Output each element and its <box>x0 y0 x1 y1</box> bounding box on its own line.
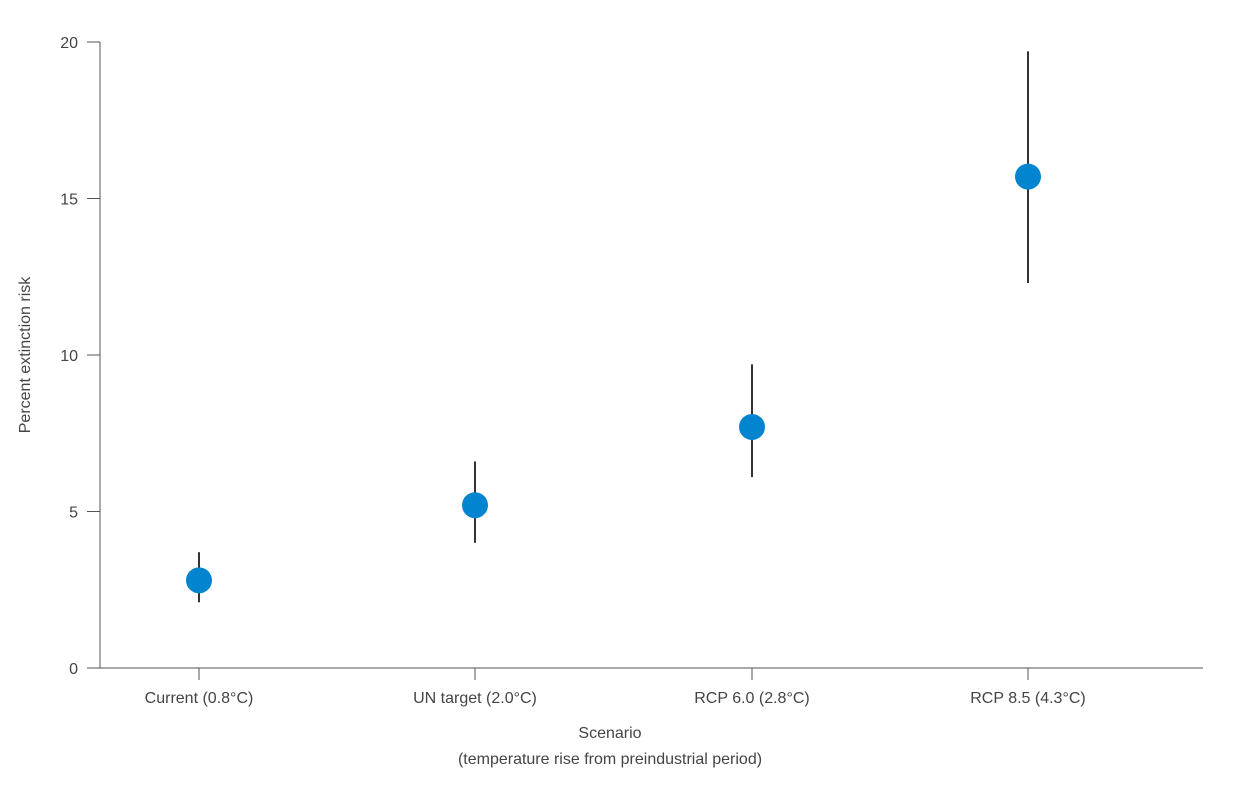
y-tick-label: 20 <box>60 35 78 52</box>
y-tick-label: 0 <box>69 661 78 678</box>
x-tick-label: RCP 8.5 (4.3°C) <box>970 690 1085 707</box>
data-point <box>462 492 488 519</box>
y-tick-label: 10 <box>60 348 78 365</box>
y-ticks: 0 5 10 15 20 <box>60 35 100 678</box>
x-axis-subtitle: (temperature rise from preindustrial per… <box>458 751 762 768</box>
y-tick-label: 5 <box>69 505 78 522</box>
axes <box>99 42 1203 669</box>
y-axis-title: Percent extinction risk <box>17 276 34 434</box>
x-tick-label: Current (0.8°C) <box>145 690 254 707</box>
x-axis-title: Scenario <box>578 725 641 742</box>
y-tick-label: 15 <box>60 192 78 209</box>
x-tick-label: RCP 6.0 (2.8°C) <box>694 690 809 707</box>
x-ticks: Current (0.8°C) UN target (2.0°C) RCP 6.0 … <box>145 668 1086 707</box>
x-tick-label: UN target (2.0°C) <box>413 690 537 707</box>
data-point <box>739 413 765 440</box>
data-point <box>1015 163 1041 190</box>
data-marks <box>186 51 1041 603</box>
data-point <box>186 567 212 594</box>
